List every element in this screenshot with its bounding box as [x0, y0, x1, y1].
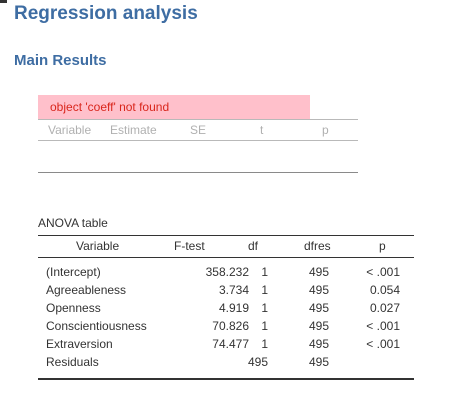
cell-variable: Residuals: [46, 355, 99, 369]
anova-table-header-rule: [38, 257, 414, 258]
table-row: Residuals 495 495: [38, 354, 414, 372]
cell-f-test: 3.734: [218, 283, 249, 297]
column-header-f-test: F-test: [174, 239, 205, 253]
column-header-variable: Variable: [76, 239, 120, 253]
error-message: object 'coeff' not found: [38, 95, 310, 119]
column-header-df: df: [248, 239, 259, 253]
cell-f-test: 70.826: [212, 319, 249, 333]
column-header-t: t: [260, 123, 264, 137]
cell-variable: Openness: [46, 301, 101, 315]
cell-df: 1: [261, 319, 268, 333]
cell-dfres: 495: [308, 283, 329, 297]
coefficients-table-header: Variable Estimate SE t p: [38, 119, 358, 141]
cell-variable: Conscientiousness: [46, 319, 147, 333]
cell-f-test: 74.477: [212, 337, 249, 351]
cell-dfres: 495: [308, 319, 329, 333]
column-header-estimate: Estimate: [110, 123, 157, 137]
column-header-se: SE: [190, 123, 207, 137]
table-row: Conscientiousness 70.826 1 495 < .001: [38, 318, 414, 336]
cell-p: < .001: [366, 265, 400, 279]
cell-p: < .001: [366, 337, 400, 351]
table-row: Openness 4.919 1 495 0.027: [38, 300, 414, 318]
coefficients-table-bottom-rule: [38, 172, 358, 173]
cell-df: 495: [247, 355, 268, 369]
cell-p: < .001: [366, 319, 400, 333]
cell-f-test: 358.232: [205, 265, 249, 279]
cell-df: 1: [261, 301, 268, 315]
cell-df: 1: [261, 265, 268, 279]
cell-df: 1: [261, 337, 268, 351]
anova-table-top-rule: [38, 235, 414, 236]
cell-f-test: 4.919: [218, 301, 249, 315]
cell-df: 1: [261, 283, 268, 297]
cell-dfres: 495: [308, 337, 329, 351]
section-title: Main Results: [14, 52, 107, 69]
cell-variable: (Intercept): [46, 265, 101, 279]
anova-table-header: Variable F-test df dfres p: [38, 238, 414, 254]
cell-p: 0.027: [369, 301, 400, 315]
table-row: (Intercept) 358.232 1 495 < .001: [38, 264, 414, 282]
column-header-p: p: [379, 239, 386, 253]
anova-table-body: (Intercept) 358.232 1 495 < .001 Agreeab…: [38, 264, 414, 372]
cell-dfres: 495: [308, 355, 329, 369]
page-title: Regression analysis: [14, 3, 198, 24]
cell-p: 0.054: [369, 283, 400, 297]
corner-marker: [0, 0, 7, 3]
column-header-dfres: dfres: [304, 239, 331, 253]
cell-dfres: 495: [308, 301, 329, 315]
table-row: Agreeableness 3.734 1 495 0.054: [38, 282, 414, 300]
column-header-p: p: [322, 123, 329, 137]
cell-dfres: 495: [308, 265, 329, 279]
table-row: Extraversion 74.477 1 495 < .001: [38, 336, 414, 354]
cell-variable: Extraversion: [46, 337, 113, 351]
anova-table-caption: ANOVA table: [38, 216, 108, 230]
cell-variable: Agreeableness: [46, 283, 127, 297]
anova-table-bottom-rule: [38, 378, 414, 380]
column-header-variable: Variable: [48, 123, 92, 137]
